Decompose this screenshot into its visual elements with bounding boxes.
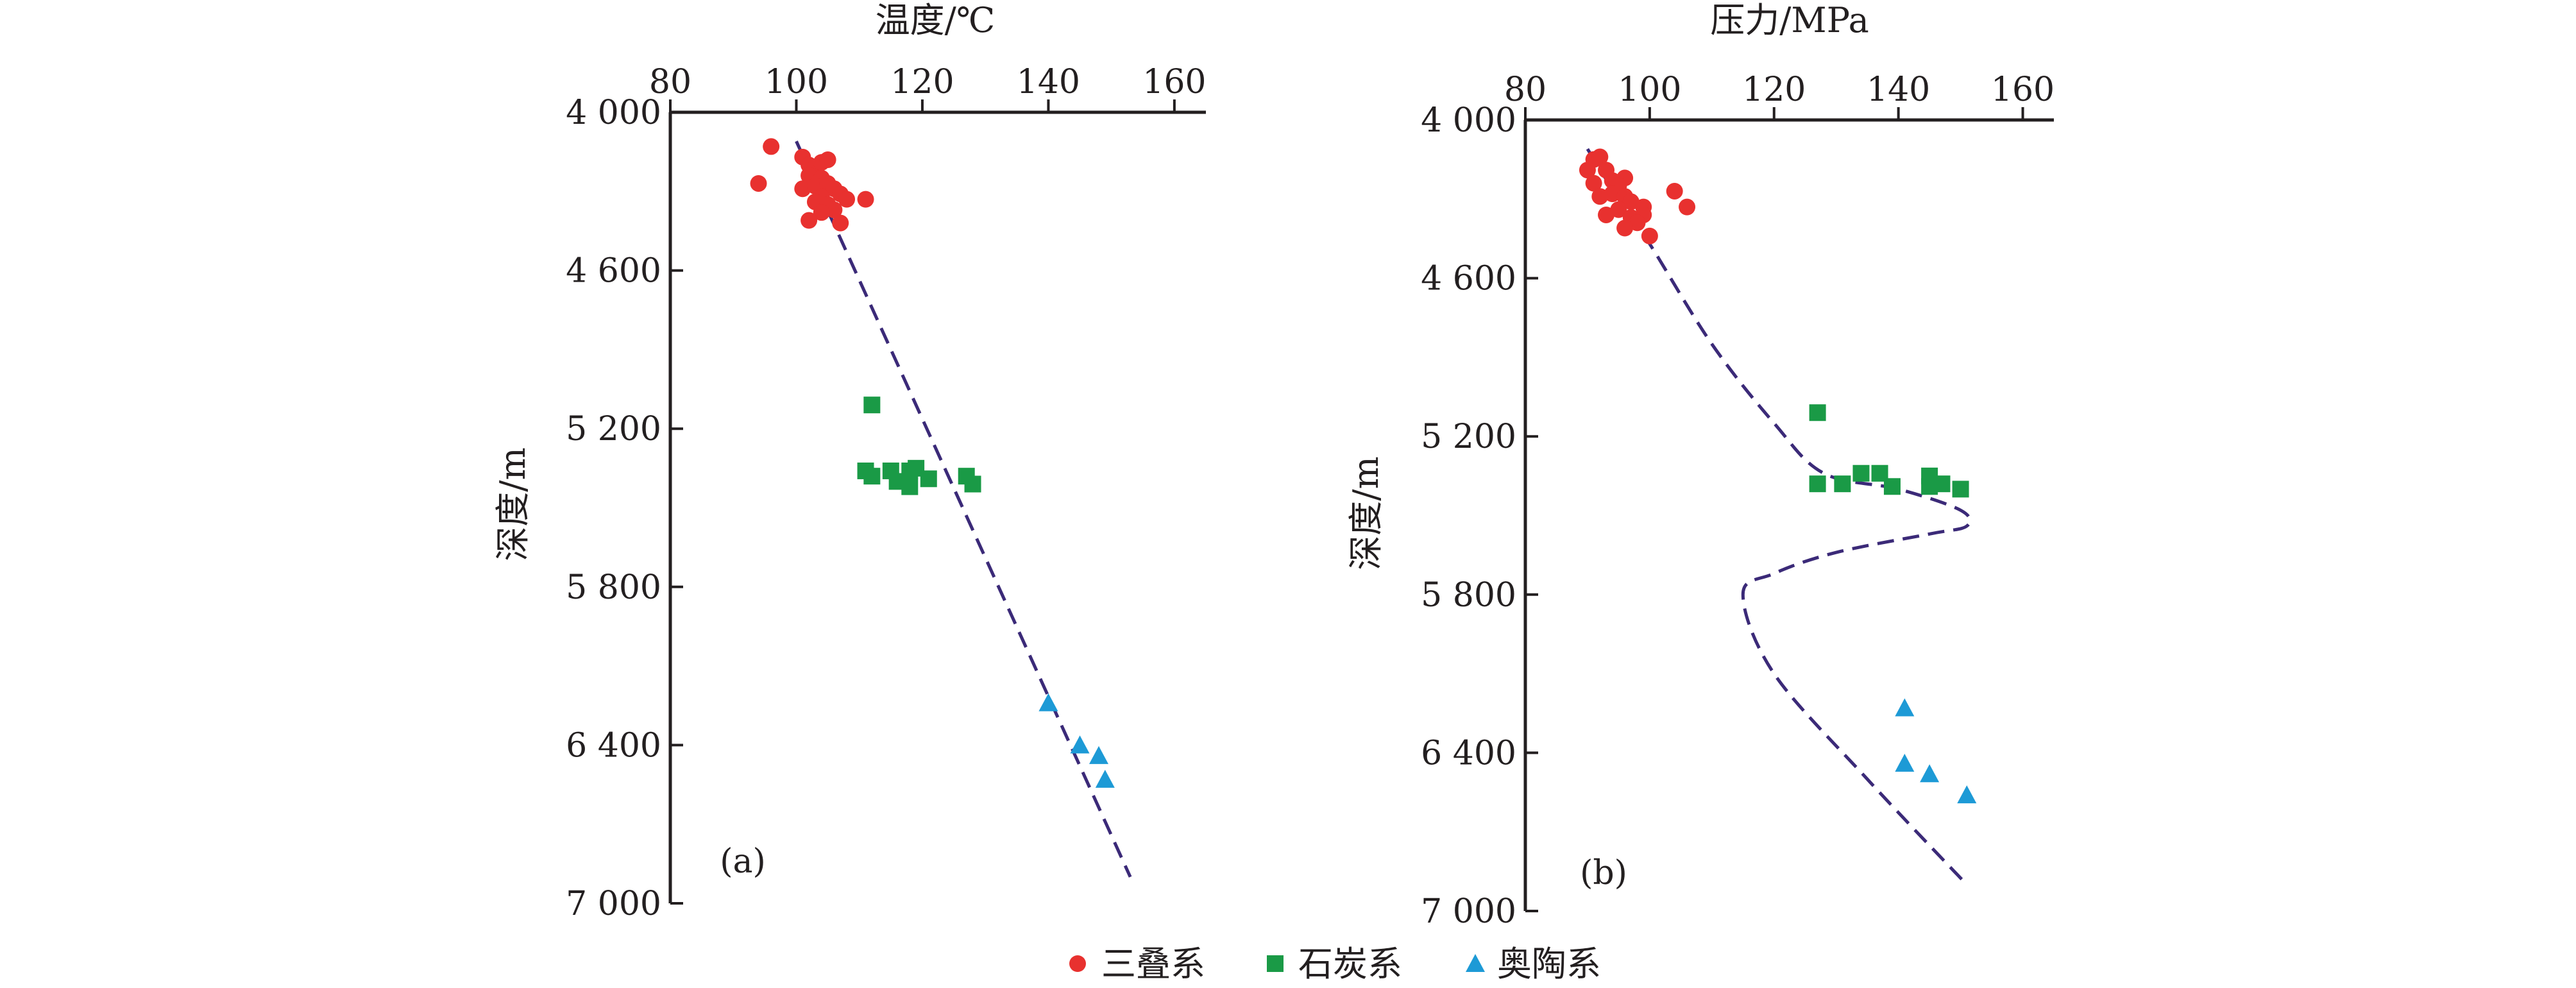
panel-a-point-carboniferous (920, 470, 937, 488)
panel-b-point-carboniferous (1852, 464, 1870, 482)
panel-b-point-carboniferous (1952, 481, 1969, 498)
panel-b-y-tick-label: 5 200 (1421, 418, 1516, 456)
panel-b-point-triassic (1598, 206, 1615, 223)
legend-label-triassic: 三叠系 (1101, 944, 1205, 984)
panel-a-y-tick-label: 7 000 (566, 885, 661, 923)
panel-b-ylabel: 深度/m (1346, 456, 1386, 570)
panel-b-x-tick-label: 140 (1867, 71, 1930, 109)
panel-b-y-tick-label: 4 600 (1421, 260, 1516, 298)
panel-b-point-carboniferous (1809, 475, 1826, 493)
panel-b-point-triassic (1591, 148, 1609, 166)
panel-b-point-triassic (1666, 182, 1683, 200)
panel-a-point-triassic (832, 214, 849, 232)
panel-a-point-carboniferous (863, 396, 881, 414)
legend-marker-triassic (1069, 955, 1086, 972)
panel-b-point-ordovician (1920, 764, 1940, 783)
panel-b-point-carboniferous (1883, 478, 1901, 495)
panel-a-point-triassic (826, 201, 843, 219)
panel-a-point-ordovician (1095, 769, 1115, 788)
panel-a-y-tick-label: 6 400 (566, 726, 661, 765)
panel-b-y-tick-label: 6 400 (1421, 734, 1516, 772)
panel-b-label: (b) (1580, 854, 1627, 892)
panel-b-point-triassic (1591, 188, 1609, 205)
panel-a-point-ordovician (1038, 693, 1058, 711)
panel-b-point-triassic (1679, 198, 1696, 216)
legend: 三叠系 石炭系 奥陶系 (1069, 944, 1601, 984)
panel-a-y-tick-label: 4 600 (566, 252, 661, 291)
panel-a-x-tick-label: 160 (1142, 63, 1206, 101)
panel-a-point-triassic (857, 191, 874, 208)
panel-a-point-triassic (763, 138, 780, 155)
panel-b-point-ordovician (1895, 753, 1915, 772)
panel-a-ylabel: 深度/m (493, 447, 533, 561)
panel-b-point-carboniferous (1933, 475, 1951, 493)
panel-b-y-tick-label: 7 000 (1421, 892, 1516, 931)
panel-a-y-tick-label: 5 800 (566, 568, 661, 607)
panel-b-y-tick-label: 4 000 (1421, 101, 1516, 140)
panel-b-x-tick-label: 80 (1504, 71, 1546, 109)
panel-a-x-tick-label: 100 (765, 63, 828, 101)
legend-label-carboniferous: 石炭系 (1298, 944, 1402, 984)
panel-a-point-carboniferous (863, 468, 881, 485)
panel-b-point-triassic (1610, 201, 1627, 218)
panel-a-x-tick-label: 120 (890, 63, 954, 101)
panel-a: 温度/℃ 深度/m (a) 80 100 120 140 160 4 000 4 600 5 … (493, 0, 1207, 923)
panel-a-label: (a) (720, 842, 766, 881)
panel-a-y-tick-label: 4 000 (566, 94, 661, 132)
panel-b-y-tick-label: 5 800 (1421, 576, 1516, 615)
panel-b-x-tick-label: 120 (1742, 71, 1806, 109)
panel-a-trend-line (795, 141, 1132, 878)
panel-a-point-triassic (838, 191, 856, 208)
legend-marker-ordovician (1466, 954, 1485, 972)
panel-b-x-tick-label: 160 (1991, 71, 2055, 109)
legend-marker-carboniferous (1267, 955, 1284, 972)
panel-b-point-carboniferous (1834, 475, 1851, 493)
panel-a-point-ordovician (1089, 745, 1108, 764)
legend-label-ordovician: 奥陶系 (1497, 944, 1601, 984)
panel-a-x-tick-label: 140 (1017, 63, 1080, 101)
panel-b-point-triassic (1579, 162, 1596, 179)
panel-b-xlabel: 压力/MPa (1710, 0, 1869, 40)
panel-a-point-triassic (813, 204, 830, 221)
panel-a-point-triassic (801, 212, 818, 229)
panel-b: 压力/MPa 深度/m (b) 80 100 120 140 160 4 000 4 600… (1346, 0, 2055, 931)
panel-b-point-ordovician (1895, 698, 1915, 717)
panel-b-x-tick-label: 100 (1618, 71, 1681, 109)
panel-b-point-triassic (1641, 227, 1658, 244)
panel-b-point-triassic (1604, 185, 1621, 203)
panel-a-point-ordovician (1070, 735, 1090, 754)
panel-a-point-triassic (794, 180, 811, 198)
panel-a-xlabel: 温度/℃ (876, 0, 996, 40)
panel-a-point-triassic (819, 151, 836, 168)
panel-a-x-tick-label: 80 (649, 63, 691, 101)
panel-b-point-triassic (1585, 175, 1602, 192)
panel-b-point-ordovician (1957, 785, 1977, 804)
panel-b-trend-line (1586, 148, 1972, 886)
panel-b-point-triassic (1622, 193, 1640, 210)
panel-a-point-triassic (750, 175, 767, 192)
panel-b-point-triassic (1629, 214, 1646, 232)
panel-b-point-carboniferous (1809, 404, 1826, 422)
panel-a-y-tick-label: 5 200 (566, 410, 661, 448)
panel-a-point-carboniferous (901, 478, 919, 495)
panel-b-point-triassic (1616, 219, 1634, 237)
panel-a-point-carboniferous (964, 475, 981, 493)
